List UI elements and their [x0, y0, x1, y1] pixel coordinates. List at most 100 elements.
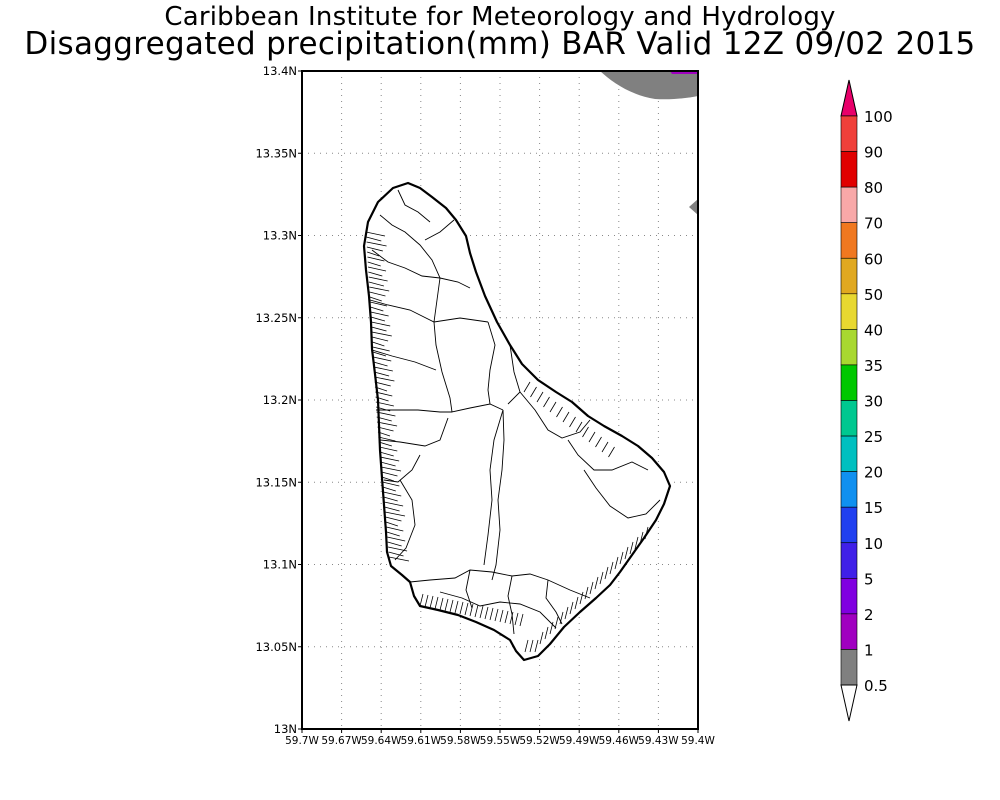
- map-grid: [302, 71, 698, 729]
- coast-stroke: [609, 561, 614, 575]
- colorbar-segment: [840, 649, 858, 686]
- coast-stroke: [375, 396, 389, 402]
- coast-stroke: [562, 411, 570, 423]
- coast-stroke: [554, 616, 559, 630]
- coast-stroke: [374, 386, 388, 392]
- title-line-1: Caribbean Institute for Meteorology and …: [164, 2, 836, 32]
- coast-stroke: [543, 396, 550, 408]
- coast-stroke: [384, 501, 404, 507]
- colorbar-segment: [840, 186, 858, 223]
- coast-stroke: [367, 266, 387, 272]
- coast-stroke: [559, 611, 564, 625]
- coast-stroke: [530, 386, 537, 398]
- coast-stroke: [365, 231, 386, 237]
- watershed-boundaries: [369, 189, 661, 635]
- coast-stroke: [380, 461, 396, 467]
- coast-stroke: [536, 391, 544, 403]
- colorbar-label: 10: [864, 535, 883, 553]
- y-tick-label: 13.25N: [255, 311, 297, 325]
- coastal-drainage-lines: [365, 231, 649, 653]
- coast-stroke: [371, 336, 389, 342]
- colorbar-label: 15: [864, 499, 883, 517]
- coast-stroke: [434, 596, 439, 610]
- colorbar-label: 60: [864, 250, 883, 268]
- colorbar-segment: [840, 293, 858, 330]
- colorbar-segment: [840, 613, 858, 650]
- coast-stroke: [639, 531, 644, 545]
- x-tick-label: 59.49W: [559, 735, 600, 747]
- colorbar-label: 0.5: [864, 677, 888, 695]
- barbados-island: [362, 181, 672, 662]
- coast-stroke: [569, 416, 576, 428]
- coast-stroke: [370, 306, 384, 312]
- colorbar-label: 90: [864, 144, 883, 162]
- colorbar-label: 50: [864, 286, 883, 304]
- coast-stroke: [601, 441, 609, 453]
- coast-stroke: [383, 491, 402, 497]
- colorbar-top-arrow: [840, 79, 858, 117]
- coast-stroke: [582, 426, 589, 438]
- coast-stroke: [384, 506, 400, 512]
- longitude-axis: 59.7W 59.67W 59.64W 59.61W 59.58W 59.55W 59.52…: [285, 729, 715, 747]
- coast-stroke: [595, 436, 602, 448]
- coast-stroke: [375, 401, 394, 407]
- coast-stroke: [382, 481, 400, 487]
- coast-stroke: [379, 446, 398, 452]
- coast-stroke: [539, 631, 544, 645]
- colorbar-label: 35: [864, 357, 883, 375]
- x-tick-label: 59.67W: [321, 735, 362, 747]
- coast-stroke: [524, 639, 529, 653]
- colorbar-segment: [840, 329, 858, 366]
- coast-stroke: [384, 511, 406, 517]
- coast-stroke: [564, 606, 569, 620]
- coast-stroke: [594, 576, 599, 590]
- precip-area-right-edge: [689, 199, 698, 215]
- coast-stroke: [367, 256, 385, 262]
- x-tick-label: 59.4W: [681, 735, 715, 747]
- colorbar-label: 70: [864, 215, 883, 233]
- coast-stroke: [544, 626, 549, 640]
- coast-stroke: [382, 486, 396, 492]
- coast-stroke: [419, 593, 424, 607]
- coast-stroke: [366, 246, 383, 252]
- x-tick-label: 59.52W: [519, 735, 560, 747]
- y-tick-label: 13.3N: [263, 229, 297, 243]
- x-tick-label: 59.64W: [361, 735, 402, 747]
- colorbar-bottom-arrow: [840, 684, 858, 722]
- colorbar-segment: [840, 364, 858, 401]
- coast-stroke: [371, 326, 387, 332]
- colorbar-label: 80: [864, 179, 883, 197]
- coast-stroke: [368, 276, 388, 282]
- y-tick-label: 13.05N: [255, 640, 297, 654]
- coast-stroke: [374, 376, 395, 382]
- coast-stroke: [523, 381, 531, 393]
- coast-stroke: [424, 594, 429, 608]
- colorbar-segment: [840, 435, 858, 472]
- coast-stroke: [374, 381, 391, 387]
- coast-stroke: [370, 316, 386, 322]
- coast-stroke: [380, 456, 400, 462]
- coast-stroke: [367, 261, 381, 267]
- coast-stroke: [474, 604, 479, 618]
- coast-stroke: [373, 356, 392, 362]
- coast-stroke: [489, 607, 494, 621]
- colorbar-label: 5: [864, 570, 874, 588]
- coast-stroke: [556, 406, 563, 418]
- coast-stroke: [588, 431, 596, 443]
- coast-stroke: [388, 556, 410, 562]
- coast-stroke: [589, 581, 594, 595]
- coast-stroke: [372, 341, 385, 347]
- x-tick-label: 59.46W: [599, 735, 640, 747]
- coast-stroke: [369, 301, 388, 307]
- latitude-axis: 13.4N 13.35N 13.3N 13.25N 13.2N 13.15N 13.1N 13…: [255, 64, 302, 736]
- coast-stroke: [376, 406, 391, 412]
- coast-stroke: [367, 251, 380, 257]
- coast-stroke: [387, 541, 402, 547]
- coast-stroke: [385, 521, 399, 527]
- coast-stroke: [369, 291, 386, 297]
- coast-stroke: [371, 321, 391, 327]
- coast-stroke: [439, 597, 444, 611]
- y-tick-label: 13N: [274, 722, 297, 736]
- coast-stroke: [376, 411, 396, 417]
- coast-stroke: [369, 296, 382, 302]
